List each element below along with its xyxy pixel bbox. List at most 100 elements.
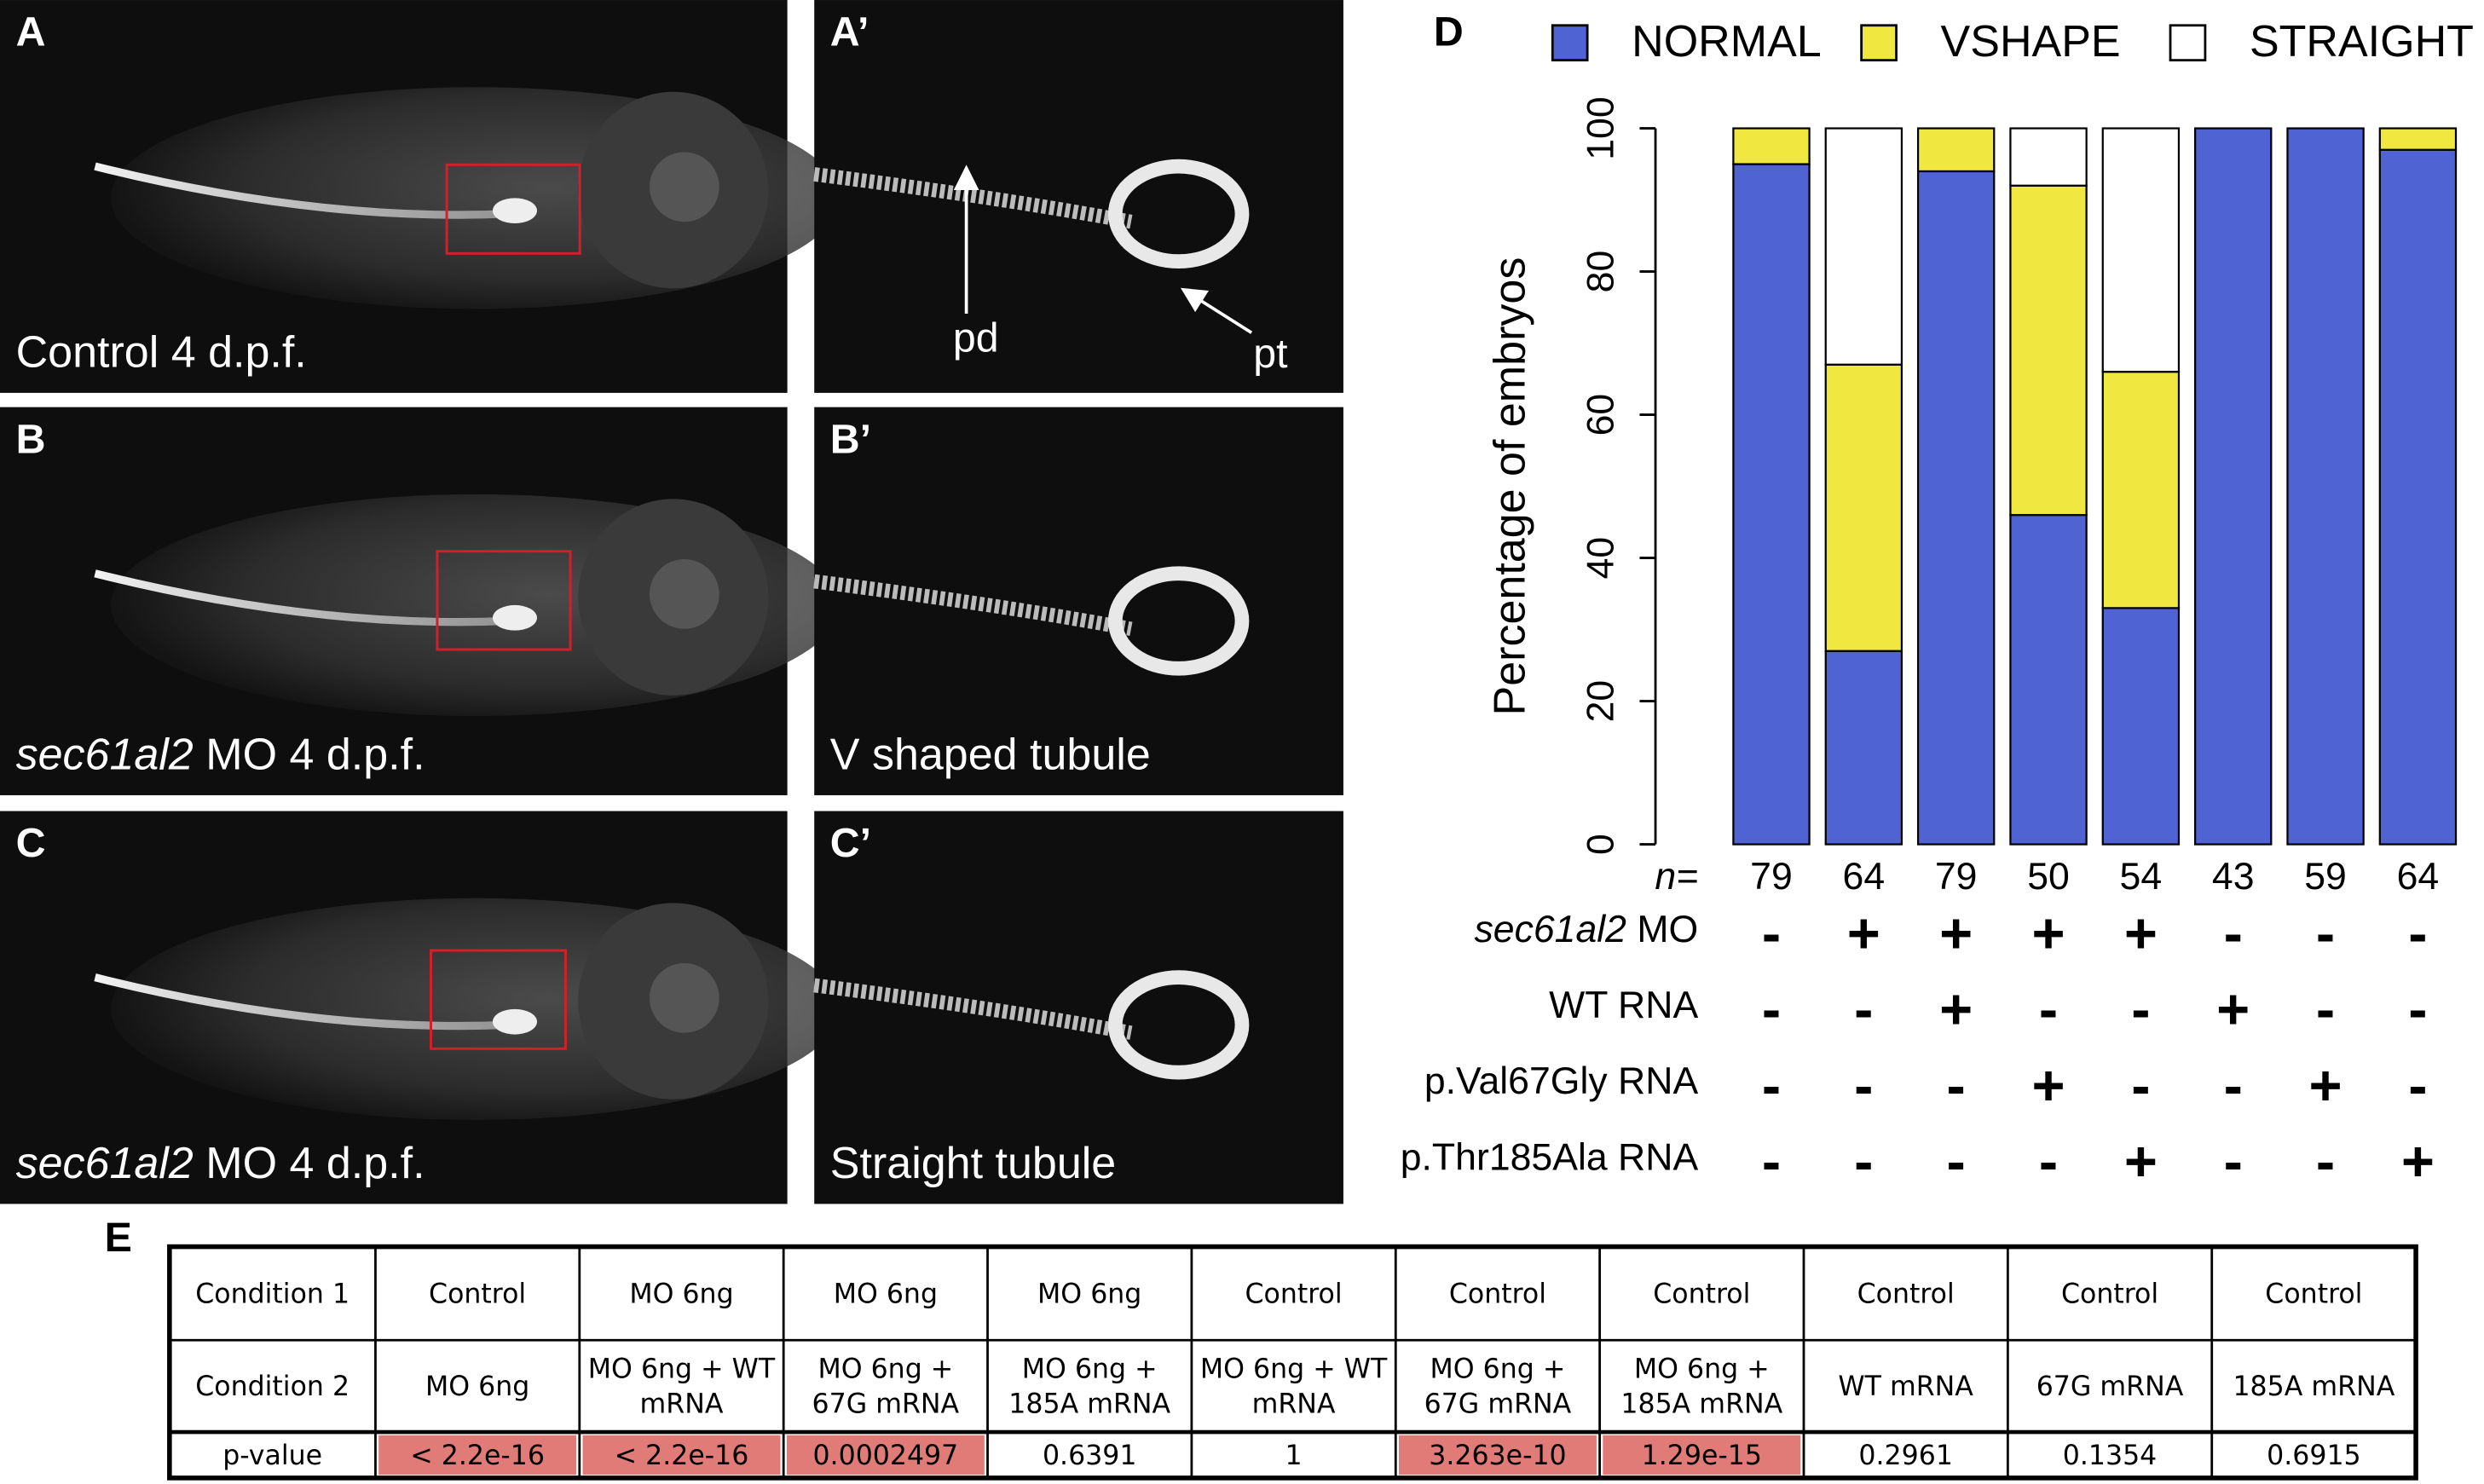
y-axis-label: Percentage of embryos <box>1486 257 1535 716</box>
condition-symbol: - <box>2316 978 2335 1042</box>
significant-cell <box>582 1435 781 1475</box>
tubule <box>492 604 538 631</box>
pronephric-duct <box>813 574 1133 637</box>
table-cell: < 2.2e-16 <box>410 1441 545 1471</box>
bar-segment <box>2101 607 2181 846</box>
table-cell: Condition 2 <box>195 1371 349 1402</box>
bar-segment <box>2009 184 2088 517</box>
pronephric-duct <box>94 569 507 627</box>
bar-segment <box>2101 371 2181 609</box>
caption-space <box>194 730 205 779</box>
table-cell: mRNA <box>640 1389 724 1419</box>
table-cell: Control <box>1653 1279 1750 1309</box>
table-cell: 0.6915 <box>2267 1441 2361 1471</box>
condition-symbol: - <box>2039 1129 2058 1193</box>
panel-caption: sec61al2 MO 4 d.p.f. <box>16 730 425 779</box>
condition-symbol: - <box>1854 978 1873 1042</box>
caption-text: Straight tubule <box>830 1139 1116 1188</box>
caption-text: V shaped tubule <box>830 730 1151 779</box>
table-cell: 185A mRNA <box>1620 1389 1782 1419</box>
bar-segment <box>2378 127 2458 151</box>
table-cell: 185A mRNA <box>1008 1389 1170 1419</box>
condition-gene: sec61al2 <box>1474 909 1626 950</box>
significant-cell <box>786 1435 985 1475</box>
y-tick-label: 100 <box>1580 96 1622 159</box>
panel-background <box>814 811 1343 1204</box>
table-cell: Control <box>1245 1279 1343 1309</box>
panel-caption: sec61al2 MO 4 d.p.f. <box>16 1139 425 1188</box>
panel-letter: E <box>105 1215 132 1261</box>
panel-caption: Straight tubule <box>830 1139 1116 1188</box>
table-cell: MO 6ng + <box>1430 1354 1566 1385</box>
condition-label: sec61al2 MO <box>1474 909 1698 950</box>
table-border <box>167 1244 2418 1481</box>
table-cell: < 2.2e-16 <box>615 1441 749 1471</box>
table-cell: 1 <box>1285 1441 1303 1471</box>
pronephric-duct <box>813 978 1133 1040</box>
n-count: 50 <box>2027 856 2070 898</box>
panel-background <box>814 407 1343 795</box>
condition-symbol: + <box>1847 902 1880 966</box>
panel-caption: Control 4 d.p.f. <box>16 327 307 377</box>
table-cell: 67G mRNA <box>812 1389 960 1419</box>
condition-space <box>1626 909 1637 950</box>
n-label: n= <box>1655 856 1698 898</box>
condition-symbol: - <box>1762 978 1781 1042</box>
legend-label: VSHAPE <box>1941 17 2121 66</box>
legend-label: NORMAL <box>1632 17 1822 66</box>
condition-label: p.Thr185Ala RNA <box>1401 1136 1699 1178</box>
image-panel: A’ pd pt <box>813 0 1343 393</box>
condition-symbol: - <box>1947 1129 1966 1193</box>
y-tick-label: 0 <box>1580 834 1622 855</box>
condition-symbol: - <box>2316 902 2335 966</box>
condition-symbol: - <box>2408 978 2427 1042</box>
condition-symbol: + <box>2401 1129 2435 1193</box>
condition-symbol: - <box>1762 1054 1781 1117</box>
table-cell: mRNA <box>1252 1389 1336 1419</box>
table-cell: 0.1354 <box>2063 1441 2158 1471</box>
y-tick-label: 60 <box>1580 394 1622 436</box>
n-count: 59 <box>2304 856 2347 898</box>
bar-segment <box>2009 127 2088 187</box>
table-cell: MO 6ng + WT <box>588 1354 776 1385</box>
zoom-box <box>436 550 572 651</box>
significant-cell <box>1603 1435 1801 1475</box>
table-cell: p-value <box>222 1441 322 1471</box>
bar-segment <box>2101 127 2181 373</box>
condition-symbol: - <box>2316 1129 2335 1193</box>
image-panel: B’ V shaped tubule <box>813 407 1343 795</box>
tubule <box>1107 159 1250 269</box>
bar-segment <box>1916 170 1996 846</box>
condition-label: p.Val67Gly RNA <box>1424 1060 1699 1102</box>
significant-cell <box>1398 1435 1597 1475</box>
bar-segment <box>2378 148 2458 846</box>
embryo-eye <box>649 559 719 629</box>
condition-symbol: - <box>2224 1129 2243 1193</box>
bar-segment <box>1732 127 1811 165</box>
condition-name: p.Val67Gly RNA <box>1424 1060 1699 1102</box>
table-cell: Control <box>2061 1279 2158 1309</box>
zoom-box <box>430 949 567 1050</box>
condition-name: MO <box>1637 909 1698 950</box>
pronephric-duct <box>94 973 507 1031</box>
y-tick-label: 80 <box>1580 251 1622 293</box>
panel-letter: B’ <box>830 416 871 462</box>
embryo-eye <box>649 962 719 1033</box>
n-count: 64 <box>1843 856 1886 898</box>
table: Condition 1 Control MO 6ng MO 6ng MO 6ng Cont… <box>167 1244 2418 1481</box>
condition-symbol: + <box>2031 902 2065 966</box>
caption-text: Control 4 d.p.f. <box>16 327 307 377</box>
legend-label: STRAIGHT <box>2250 17 2474 66</box>
pronephric-duct <box>94 162 507 219</box>
condition-symbol: + <box>2309 1054 2342 1117</box>
n-count: 54 <box>2120 856 2163 898</box>
bar-segment <box>1824 650 1903 846</box>
panel-letter: A <box>16 9 46 55</box>
condition-symbol: - <box>1762 902 1781 966</box>
bar-segment <box>1824 127 1903 366</box>
condition-symbol: - <box>2131 978 2150 1042</box>
condition-symbol: - <box>2408 902 2427 966</box>
condition-symbol: - <box>1854 1054 1873 1117</box>
